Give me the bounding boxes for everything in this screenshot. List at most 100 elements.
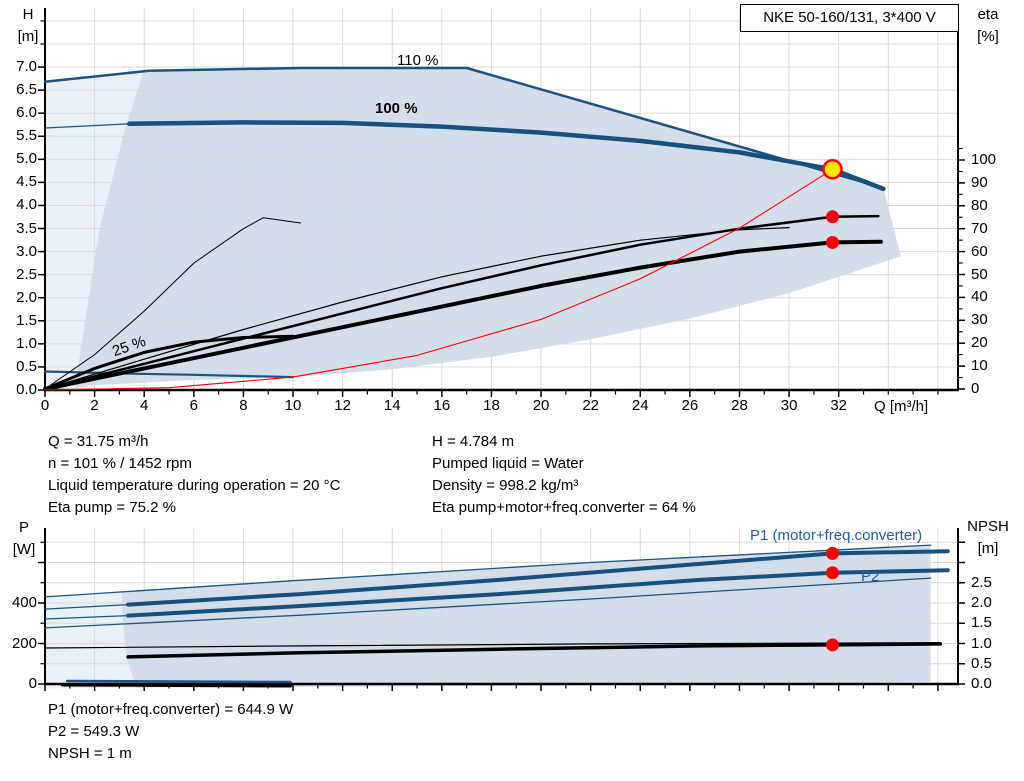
duty-results-right: H = 4.784 m Pumped liquid = Water Densit… — [432, 431, 696, 519]
y-tick-label: 1.0 — [16, 334, 37, 352]
p-axis-title: P [W] — [2, 517, 46, 561]
series-eta-total-curve — [43, 239, 883, 391]
x-tick-label: 30 — [780, 397, 798, 414]
series-p1-curve-lead — [44, 603, 129, 610]
series-eta-pump-curve — [43, 214, 880, 391]
x-tick-label: 24 — [631, 397, 649, 414]
series-eta-thin-curve — [44, 227, 790, 390]
p-axis-title-unit: [W] — [12, 541, 36, 558]
y2-tick-label: 100 — [971, 151, 997, 168]
result-density: Density = 998.2 kg/m³ — [432, 477, 579, 494]
p2-point — [825, 566, 839, 580]
y2-tick-label: 20 — [971, 334, 988, 352]
y-tick-label: 3.0 — [16, 242, 37, 260]
series-curve-110pct — [43, 66, 885, 190]
eta-axis-title-symbol: eta — [977, 6, 999, 23]
x-tick-label: 20 — [532, 397, 550, 414]
y-tick-label: 4.5 — [16, 173, 37, 191]
series-system-curve — [44, 168, 834, 391]
y2-tick-label: 0.0 — [971, 675, 992, 692]
y-tick-label: 400 — [11, 594, 37, 611]
result-h: H = 4.784 m — [432, 433, 515, 450]
y2-tick-label: 0.5 — [971, 654, 992, 672]
x-tick-label: 28 — [731, 397, 748, 414]
y-tick-label: 7.0 — [16, 58, 37, 76]
eta-total-point — [825, 235, 839, 249]
eta-pump-point — [825, 210, 839, 224]
eta-axis-title: eta [%] — [962, 4, 1014, 48]
y2-tick-label: 1.0 — [971, 634, 992, 652]
x-tick-label: 4 — [140, 397, 149, 414]
y-tick-label: 0.0 — [16, 381, 37, 398]
npsh-point — [825, 638, 839, 652]
series-npsh-thin-curve — [44, 642, 942, 649]
series-p1-max-envelope — [44, 544, 932, 598]
series-p-25pct-segment — [66, 679, 292, 684]
x-tick-label: 12 — [334, 397, 351, 414]
y2-tick-label: 0 — [971, 380, 980, 397]
h-axis-title-unit: [m] — [17, 28, 39, 45]
x-tick-label: 22 — [582, 397, 599, 414]
y2-tick-label: 1.5 — [971, 614, 992, 632]
series-npsh-curve — [126, 642, 943, 659]
series-eta-25pct-curve — [43, 334, 295, 391]
x-tick-label: 18 — [483, 397, 500, 414]
y-tick-label: 4.0 — [16, 196, 37, 214]
npsh-axis-title-unit: [m] — [977, 540, 999, 557]
y2-tick-label: 10 — [971, 357, 988, 375]
y2-tick-label: 50 — [971, 265, 988, 283]
y-tick-label: 1.5 — [16, 311, 37, 329]
result-npsh: NPSH = 1 m — [48, 745, 132, 762]
result-liquid: Pumped liquid = Water — [432, 455, 584, 472]
series-curve-100pct — [127, 120, 886, 192]
y-tick-label: 0.5 — [16, 357, 37, 375]
y2-tick-label: 90 — [971, 173, 988, 191]
series-curve-100pct-lead — [44, 123, 130, 129]
curve-label-p2: P2 — [861, 568, 880, 585]
x-tick-label: 2 — [90, 397, 99, 414]
y2-tick-label: 2.0 — [971, 594, 992, 611]
curve-label-p1: P1 (motor+freq.converter) — [750, 527, 923, 544]
npsh-axis-title-symbol: NPSH — [967, 518, 1009, 535]
duty-results-left: Q = 31.75 m³/h n = 101 % / 1452 rpm Liqu… — [48, 431, 340, 519]
qh-efficiency-chart — [38, 8, 965, 397]
series-p2-curve-lead — [44, 614, 129, 620]
y-tick-label: 6.5 — [16, 81, 37, 99]
y2-tick-label: 30 — [971, 311, 988, 329]
y2-tick-label: 2.5 — [971, 573, 992, 591]
series-p2-curve — [126, 568, 950, 618]
y-tick-label: 200 — [11, 634, 37, 652]
y2-tick-label: 70 — [971, 219, 988, 237]
series-p-25pct-black-segment — [60, 683, 293, 688]
result-eta-pump: Eta pump = 75.2 % — [48, 499, 176, 516]
y-tick-label: 2.0 — [16, 288, 37, 306]
result-p1: P1 (motor+freq.converter) = 644.9 W — [48, 701, 294, 718]
p-axis-title-symbol: P — [18, 519, 29, 536]
x-tick-label: 0 — [40, 397, 50, 414]
y-tick-label: 5.5 — [16, 127, 37, 145]
x-tick-label: 6 — [189, 397, 198, 414]
curve-label-100pct: 100 % — [375, 100, 418, 117]
h-axis-title-symbol: H — [22, 6, 34, 23]
series-p1-curve — [126, 549, 950, 607]
result-eta-total: Eta pump+motor+freq.converter = 64 % — [432, 499, 696, 516]
x-tick-label: 16 — [433, 397, 451, 414]
pump-name-box: NKE 50-160/131, 3*400 V — [740, 4, 959, 32]
result-speed: n = 101 % / 1452 rpm — [48, 455, 192, 472]
x-tick-label: 14 — [383, 397, 401, 414]
power-results: P1 (motor+freq.converter) = 644.9 W P2 =… — [48, 699, 293, 765]
curve-label-110pct: 110 % — [397, 52, 439, 69]
duty-point[interactable] — [822, 159, 843, 180]
series-eta-arc-curve — [44, 217, 301, 390]
eta-axis-title-unit: [%] — [977, 28, 999, 45]
npsh-axis-title: NPSH [m] — [956, 516, 1020, 560]
result-q: Q = 31.75 m³/h — [48, 433, 149, 450]
x-tick-label: 26 — [681, 397, 699, 414]
h-axis-title: H [m] — [6, 4, 50, 48]
result-p2: P2 = 549.3 W — [48, 723, 140, 740]
y-tick-label: 5.0 — [16, 150, 37, 168]
result-temperature: Liquid temperature during operation = 20… — [48, 477, 341, 494]
y-tick-label: 2.5 — [16, 265, 37, 283]
